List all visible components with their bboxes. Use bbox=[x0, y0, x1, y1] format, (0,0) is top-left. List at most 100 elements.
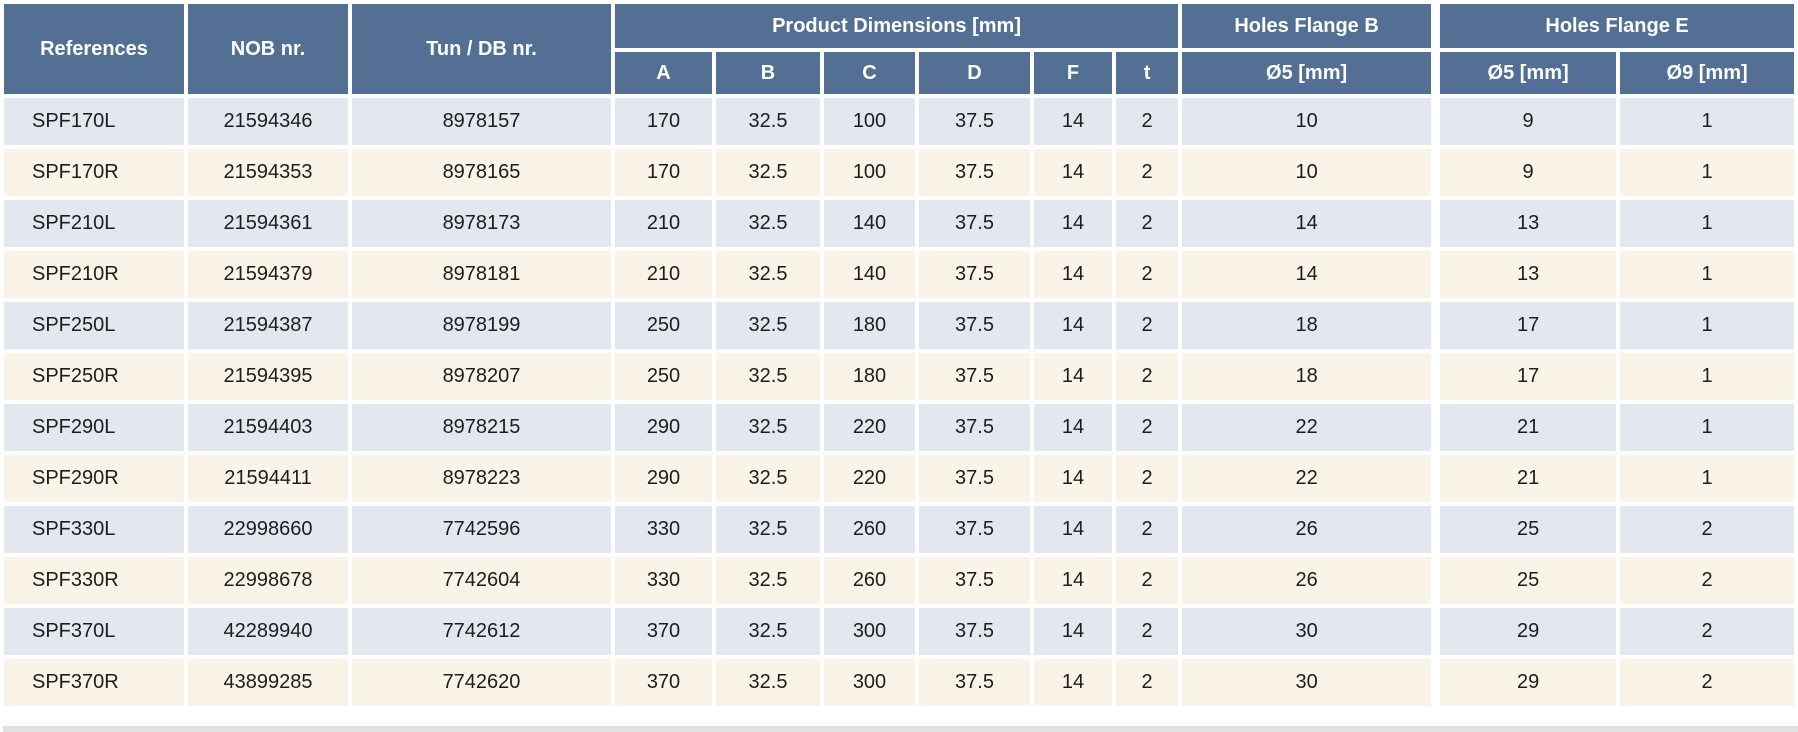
value-cell: 37.5 bbox=[919, 557, 1030, 604]
value-cell: 2 bbox=[1116, 659, 1179, 706]
value-cell: 2 bbox=[1116, 608, 1179, 655]
col-group-holes-flange-e: Holes Flange E bbox=[1435, 4, 1795, 48]
reference-cell: SPF290L bbox=[4, 404, 184, 451]
value-cell: 37.5 bbox=[919, 98, 1030, 145]
value-cell: 21594361 bbox=[188, 200, 348, 247]
value-cell: 37.5 bbox=[919, 404, 1030, 451]
next-row-partial bbox=[3, 726, 1798, 732]
col-header-dim-a: A bbox=[615, 52, 712, 94]
value-cell: 21594395 bbox=[188, 353, 348, 400]
reference-cell: SPF370R bbox=[4, 659, 184, 706]
value-cell: 14 bbox=[1182, 200, 1432, 247]
table-row: SPF210L 21594361 8978173 210 32.5 140 37.5 14 2 1… bbox=[4, 200, 1795, 247]
value-cell: 2 bbox=[1620, 659, 1795, 706]
table-row: SPF250R 21594395 8978207 250 32.5 180 37.5 14 2 1… bbox=[4, 353, 1795, 400]
value-cell: 8978215 bbox=[352, 404, 611, 451]
value-cell: 170 bbox=[615, 98, 712, 145]
value-cell: 7742612 bbox=[352, 608, 611, 655]
table-row: SPF290L 21594403 8978215 290 32.5 220 37.5 14 2 2… bbox=[4, 404, 1795, 451]
value-cell: 32.5 bbox=[716, 455, 820, 502]
value-cell: 8978207 bbox=[352, 353, 611, 400]
value-cell: 22 bbox=[1182, 404, 1432, 451]
value-cell: 8978165 bbox=[352, 149, 611, 196]
value-cell: 2 bbox=[1116, 302, 1179, 349]
col-header-nob-nr: NOB nr. bbox=[188, 4, 348, 94]
value-cell: 250 bbox=[615, 302, 712, 349]
col-header-references: References bbox=[4, 4, 184, 94]
value-cell: 25 bbox=[1435, 557, 1617, 604]
product-spec-table: References NOB nr. Tun / DB nr. Product … bbox=[4, 4, 1795, 706]
value-cell: 330 bbox=[615, 506, 712, 553]
value-cell: 42289940 bbox=[188, 608, 348, 655]
value-cell: 32.5 bbox=[716, 506, 820, 553]
value-cell: 37.5 bbox=[919, 149, 1030, 196]
value-cell: 17 bbox=[1435, 353, 1617, 400]
value-cell: 210 bbox=[615, 200, 712, 247]
reference-cell: SPF370L bbox=[4, 608, 184, 655]
value-cell: 14 bbox=[1182, 251, 1432, 298]
value-cell: 2 bbox=[1116, 98, 1179, 145]
value-cell: 37.5 bbox=[919, 608, 1030, 655]
value-cell: 37.5 bbox=[919, 251, 1030, 298]
value-cell: 32.5 bbox=[716, 353, 820, 400]
value-cell: 8978157 bbox=[352, 98, 611, 145]
value-cell: 10 bbox=[1182, 98, 1432, 145]
value-cell: 14 bbox=[1034, 200, 1112, 247]
value-cell: 2 bbox=[1116, 200, 1179, 247]
value-cell: 37.5 bbox=[919, 353, 1030, 400]
value-cell: 1 bbox=[1620, 98, 1795, 145]
value-cell: 290 bbox=[615, 455, 712, 502]
value-cell: 21594411 bbox=[188, 455, 348, 502]
value-cell: 1 bbox=[1620, 455, 1795, 502]
value-cell: 180 bbox=[824, 302, 915, 349]
value-cell: 1 bbox=[1620, 200, 1795, 247]
value-cell: 220 bbox=[824, 455, 915, 502]
value-cell: 21594346 bbox=[188, 98, 348, 145]
value-cell: 32.5 bbox=[716, 557, 820, 604]
value-cell: 210 bbox=[615, 251, 712, 298]
value-cell: 14 bbox=[1034, 455, 1112, 502]
table-row: SPF290R 21594411 8978223 290 32.5 220 37.5 14 2 2… bbox=[4, 455, 1795, 502]
reference-cell: SPF250L bbox=[4, 302, 184, 349]
value-cell: 18 bbox=[1182, 302, 1432, 349]
col-group-product-dimensions: Product Dimensions [mm] bbox=[615, 4, 1179, 48]
value-cell: 26 bbox=[1182, 506, 1432, 553]
value-cell: 2 bbox=[1116, 149, 1179, 196]
value-cell: 37.5 bbox=[919, 302, 1030, 349]
value-cell: 140 bbox=[824, 200, 915, 247]
value-cell: 2 bbox=[1116, 251, 1179, 298]
value-cell: 21594379 bbox=[188, 251, 348, 298]
value-cell: 22 bbox=[1182, 455, 1432, 502]
table-row: SPF210R 21594379 8978181 210 32.5 140 37.5 14 2 1… bbox=[4, 251, 1795, 298]
value-cell: 14 bbox=[1034, 557, 1112, 604]
value-cell: 2 bbox=[1620, 608, 1795, 655]
value-cell: 7742620 bbox=[352, 659, 611, 706]
value-cell: 13 bbox=[1435, 251, 1617, 298]
value-cell: 37.5 bbox=[919, 659, 1030, 706]
value-cell: 22998660 bbox=[188, 506, 348, 553]
value-cell: 21594387 bbox=[188, 302, 348, 349]
value-cell: 260 bbox=[824, 506, 915, 553]
value-cell: 1 bbox=[1620, 404, 1795, 451]
col-header-flange-e-dia9: Ø9 [mm] bbox=[1620, 52, 1795, 94]
table-row: SPF250L 21594387 8978199 250 32.5 180 37.5 14 2 1… bbox=[4, 302, 1795, 349]
col-group-holes-flange-b: Holes Flange B bbox=[1182, 4, 1432, 48]
value-cell: 29 bbox=[1435, 659, 1617, 706]
table-row: SPF330L 22998660 7742596 330 32.5 260 37.5 14 2 2… bbox=[4, 506, 1795, 553]
reference-cell: SPF290R bbox=[4, 455, 184, 502]
col-header-dim-d: D bbox=[919, 52, 1030, 94]
reference-cell: SPF170R bbox=[4, 149, 184, 196]
value-cell: 2 bbox=[1620, 557, 1795, 604]
value-cell: 32.5 bbox=[716, 251, 820, 298]
value-cell: 37.5 bbox=[919, 506, 1030, 553]
value-cell: 14 bbox=[1034, 659, 1112, 706]
value-cell: 370 bbox=[615, 659, 712, 706]
value-cell: 32.5 bbox=[716, 659, 820, 706]
value-cell: 43899285 bbox=[188, 659, 348, 706]
reference-cell: SPF170L bbox=[4, 98, 184, 145]
value-cell: 26 bbox=[1182, 557, 1432, 604]
value-cell: 32.5 bbox=[716, 302, 820, 349]
value-cell: 21 bbox=[1435, 404, 1617, 451]
value-cell: 8978181 bbox=[352, 251, 611, 298]
value-cell: 13 bbox=[1435, 200, 1617, 247]
